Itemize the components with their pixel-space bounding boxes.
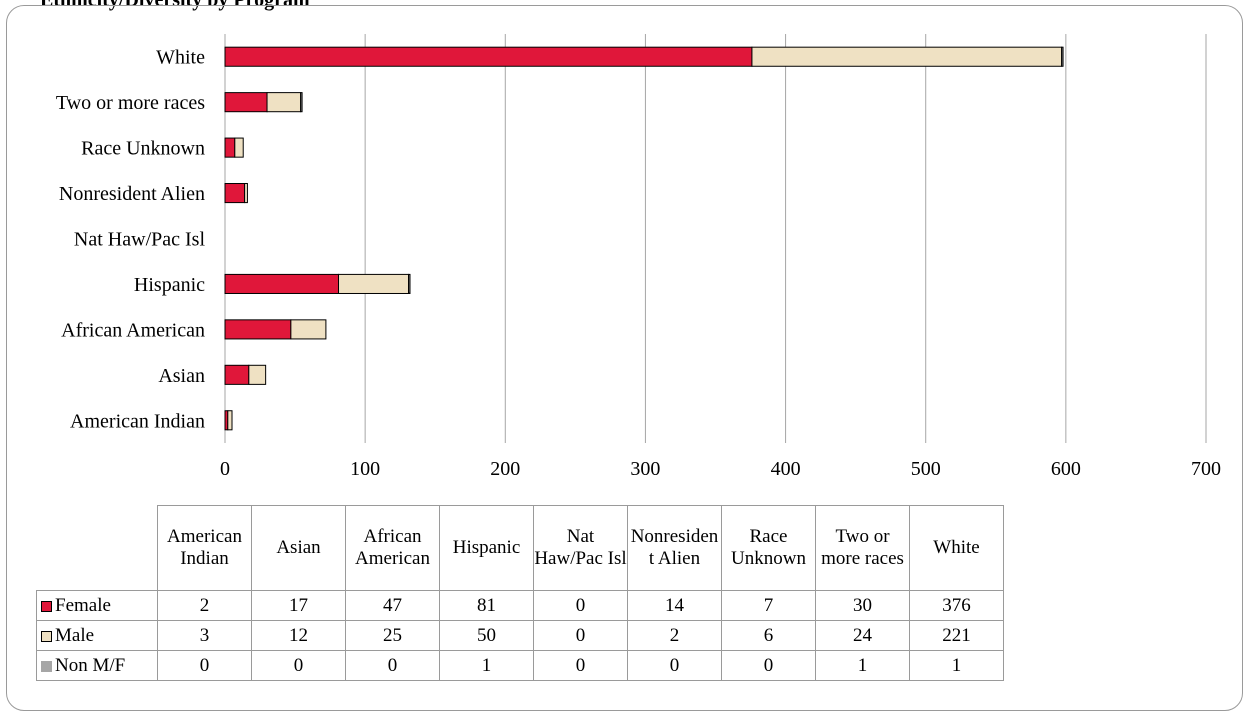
table-cell: 1 bbox=[909, 650, 1004, 681]
x-tick-label: 0 bbox=[220, 458, 230, 480]
x-tick-label: 300 bbox=[630, 458, 660, 480]
table-row: Female 2 17 47 81 0 14 7 30 376 bbox=[36, 590, 1004, 621]
table-header: Hispanic bbox=[439, 505, 534, 591]
table-cell: 376 bbox=[909, 590, 1004, 621]
x-tick-label: 200 bbox=[490, 458, 520, 480]
legend-entry: Non M/F bbox=[36, 650, 158, 681]
category-labels: American Indian Asian African American Hisp… bbox=[56, 47, 206, 433]
bar-non-m-f-two-or-more-races bbox=[300, 92, 303, 113]
table-cell: 30 bbox=[815, 590, 910, 621]
category-label: Two or more races bbox=[56, 92, 205, 114]
table-cell: 0 bbox=[533, 650, 628, 681]
table-row: Non M/F 0 0 0 1 0 0 0 1 1 bbox=[36, 650, 1004, 681]
bar-female-nonresident-alien bbox=[224, 183, 246, 204]
table-cell: 47 bbox=[345, 590, 440, 621]
x-tick-label: 600 bbox=[1051, 458, 1081, 480]
category-label: African American bbox=[61, 319, 205, 341]
table-header: Two or more races bbox=[815, 505, 910, 591]
bar-female-race-unknown bbox=[224, 137, 236, 158]
bar-female-white bbox=[224, 46, 753, 67]
bar-male-race-unknown bbox=[234, 137, 244, 158]
table-cell: 6 bbox=[721, 620, 816, 651]
bar-male-american-indian bbox=[227, 410, 233, 431]
table-cell: 0 bbox=[251, 650, 346, 681]
x-tick-label: 100 bbox=[350, 458, 380, 480]
chart-frame bbox=[6, 5, 1243, 711]
table-header: Asian bbox=[251, 505, 346, 591]
table-cell: 25 bbox=[345, 620, 440, 651]
bar-male-white bbox=[751, 46, 1063, 67]
data-table: American Indian Asian African American Hisp… bbox=[36, 505, 1004, 681]
bar-female-hispanic bbox=[224, 273, 340, 294]
table-cell: 2 bbox=[627, 620, 722, 651]
category-label: Nat Haw/Pac Isl bbox=[74, 229, 206, 251]
bar-non-m-f-hispanic bbox=[408, 273, 411, 294]
table-cell: 2 bbox=[157, 590, 252, 621]
bar-female-african-american bbox=[224, 319, 292, 340]
table-header: African American bbox=[345, 505, 440, 591]
table-header: American Indian bbox=[157, 505, 252, 591]
table-row: Male 3 12 25 50 0 2 6 24 221 bbox=[36, 620, 1004, 651]
bars bbox=[224, 46, 1064, 431]
x-tick-label: 400 bbox=[771, 458, 801, 480]
table-cell: 50 bbox=[439, 620, 534, 651]
category-label: Asian bbox=[158, 365, 205, 387]
table-cell: 17 bbox=[251, 590, 346, 621]
table-corner bbox=[36, 505, 158, 591]
table-cell: 1 bbox=[439, 650, 534, 681]
bar-male-nonresident-alien bbox=[244, 183, 248, 204]
x-tick-labels: 0 100 200 300 400 500 600 700 bbox=[220, 458, 1221, 480]
category-label: Nonresident Alien bbox=[59, 183, 205, 205]
legend-swatch bbox=[41, 630, 52, 642]
legend-swatch bbox=[41, 600, 52, 612]
table-cell: 24 bbox=[815, 620, 910, 651]
table-cell: 0 bbox=[345, 650, 440, 681]
table-cell: 0 bbox=[721, 650, 816, 681]
table-cell: 0 bbox=[533, 590, 628, 621]
table-cell: 0 bbox=[533, 620, 628, 651]
table-header: Race Unknown bbox=[721, 505, 816, 591]
bar-male-two-or-more-races bbox=[266, 92, 302, 113]
table-cell: 0 bbox=[157, 650, 252, 681]
table-cell: 221 bbox=[909, 620, 1004, 651]
x-tick-label: 500 bbox=[911, 458, 941, 480]
table-cell: 12 bbox=[251, 620, 346, 651]
category-label: American Indian bbox=[70, 410, 205, 432]
x-tick-label: 700 bbox=[1191, 458, 1221, 480]
legend-entry: Male bbox=[36, 620, 158, 651]
bar-non-m-f-white bbox=[1061, 46, 1064, 67]
table-cell: 7 bbox=[721, 590, 816, 621]
table-cell: 14 bbox=[627, 590, 722, 621]
bar-male-african-american bbox=[290, 319, 327, 340]
table-cell: 81 bbox=[439, 590, 534, 621]
category-label: Hispanic bbox=[134, 274, 205, 296]
legend-label: Female bbox=[55, 594, 111, 616]
category-label: Race Unknown bbox=[81, 138, 205, 160]
bar-male-hispanic bbox=[338, 273, 410, 294]
legend-label: Male bbox=[55, 624, 95, 646]
category-label: White bbox=[156, 47, 205, 69]
table-cell: 0 bbox=[627, 650, 722, 681]
gridlines bbox=[224, 34, 1207, 443]
bar-female-asian bbox=[224, 364, 250, 385]
legend-swatch bbox=[41, 660, 52, 672]
table-cell: 1 bbox=[815, 650, 910, 681]
table-header: Nonresiden t Alien bbox=[627, 505, 722, 591]
bar-male-asian bbox=[248, 364, 267, 385]
table-header: Nat Haw/Pac Isl bbox=[533, 505, 628, 591]
table-cell: 3 bbox=[157, 620, 252, 651]
legend-entry: Female bbox=[36, 590, 158, 621]
table-header: White bbox=[909, 505, 1004, 591]
bar-female-two-or-more-races bbox=[224, 92, 268, 113]
bar-chart: American Indian Asian African American Hisp… bbox=[56, 34, 1221, 480]
legend-label: Non M/F bbox=[55, 654, 126, 676]
